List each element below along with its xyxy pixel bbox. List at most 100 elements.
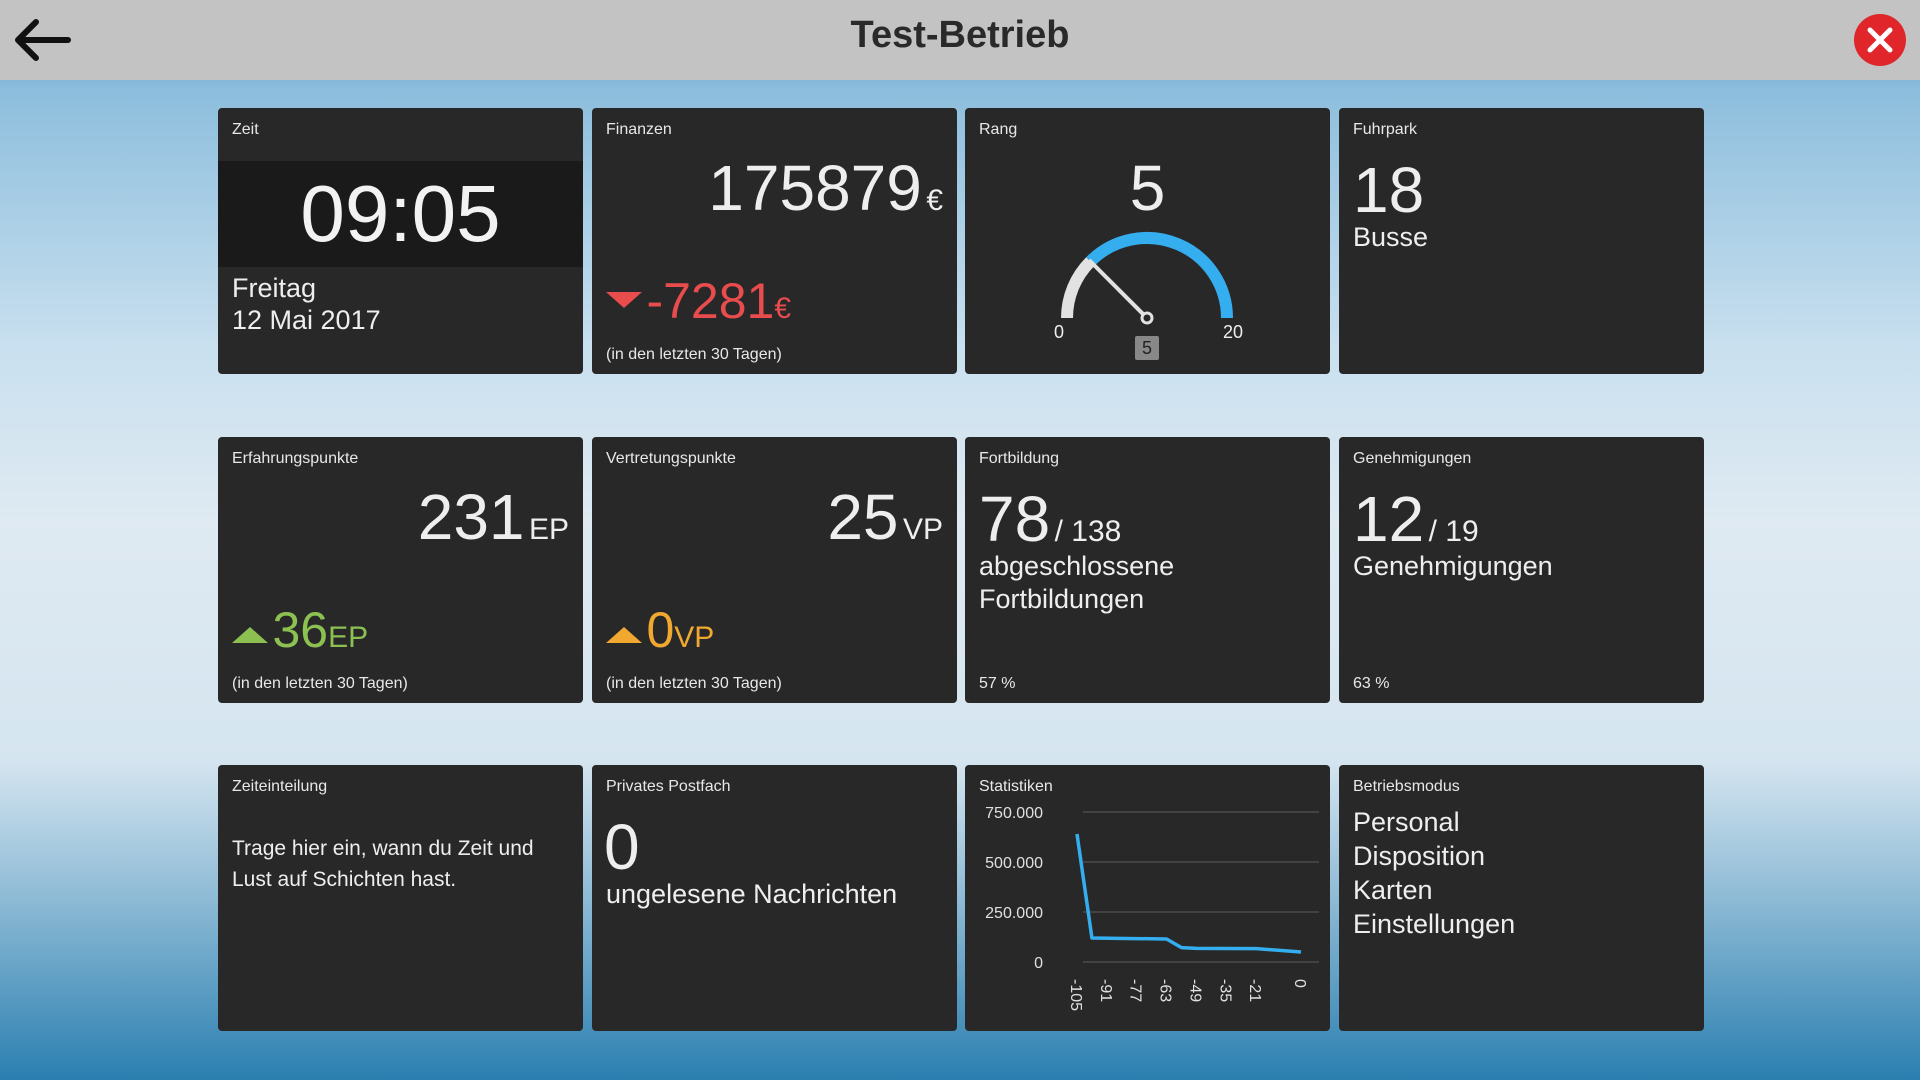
change-unit: € [774,292,792,325]
card-title: Betriebsmodus [1353,778,1460,795]
card-zeiteinteilung[interactable]: Zeiteinteilung Trage hier ein, wann du Z… [218,765,583,1031]
x-tick-label: -77 [1127,979,1144,1002]
triangle-up-icon [232,627,268,643]
schedule-text-2: Lust auf Schichten hast. [232,868,457,891]
back-button[interactable] [10,14,72,66]
balance-unit: € [926,184,943,217]
clock-time: 09:05 [300,169,501,258]
fleet-label: Busse [1353,222,1429,252]
triangle-down-icon [606,292,642,308]
schedule-text-1: Trage hier ein, wann du Zeit und [232,837,534,860]
footnote: (in den letzten 30 Tagen) [606,675,782,692]
mode-disposition[interactable]: Disposition [1353,841,1486,871]
change-value: 0 [646,602,675,658]
gauge-min: 0 [1054,322,1065,342]
page-title: Test-Betrieb [850,14,1070,56]
x-tick-label: -91 [1097,979,1114,1002]
change-unit: EP [328,621,369,654]
card-statistiken[interactable]: Statistiken 0 250.000 500.000 750.000 -105 -9… [965,765,1330,1031]
date: 12 Mai 2017 [232,305,381,335]
card-finanzen[interactable]: Finanzen 175879 € -7281€ (in den letzten… [592,108,957,374]
vp-total: 25 VP [827,485,943,549]
gauge-pivot [1140,311,1154,325]
x-tick-label: -105 [1067,979,1084,1011]
permits-total: / 19 [1428,515,1479,548]
training-label-1: abgeschlossene [979,551,1175,581]
arrow-left-icon [15,19,71,61]
training-percent: 57 % [979,675,1016,692]
xp-total: 231 EP [418,485,569,549]
change-value: -7281 [646,273,775,329]
x-tick-label: 0 [1291,979,1308,988]
permits-count: 12 / 19 [1353,487,1479,551]
card-title: Erfahrungspunkte [232,450,359,467]
training-label-2: Fortbildungen [979,584,1145,614]
card-genehmigungen[interactable]: Genehmigungen 12 / 19 Genehmigungen 63 % [1339,437,1704,703]
change-value: 36 [272,602,329,658]
x-tick-label: -21 [1246,979,1263,1002]
gauge-filled-arc [1061,257,1095,319]
permits-done: 12 [1353,483,1425,555]
card-title: Zeit [232,121,259,138]
balance-value: 175879 [708,152,922,224]
y-tick-label: 750.000 [985,805,1043,822]
card-vertretungspunkte[interactable]: Vertretungspunkte 25 VP 0VP (in den letz… [592,437,957,703]
weekday: Freitag [232,273,317,303]
xp-value: 231 [417,481,525,553]
card-title: Fuhrpark [1353,121,1418,138]
card-zeit[interactable]: Zeit 09:05 Freitag 12 Mai 2017 [218,108,583,374]
close-button[interactable] [1854,14,1906,66]
x-tick-label: -63 [1157,979,1174,1002]
mode-personal[interactable]: Personal [1353,807,1460,837]
footnote: (in den letzten 30 Tagen) [232,675,408,692]
xp-change: 36EP [232,601,368,659]
card-title: Genehmigungen [1353,450,1472,467]
card-title: Finanzen [606,121,672,138]
permits-percent: 63 % [1353,675,1390,692]
vp-value: 25 [827,481,899,553]
mode-einstellungen[interactable]: Einstellungen [1353,909,1516,939]
card-fortbildung[interactable]: Fortbildung 78 / 138 abgeschlossene Fort… [965,437,1330,703]
card-postfach[interactable]: Privates Postfach 0 ungelesene Nachricht… [592,765,957,1031]
gauge-max: 20 [1223,322,1244,342]
rank-gauge [1061,232,1233,325]
change-unit: VP [674,621,715,654]
gauge-value-badge: 5 [1135,336,1159,360]
vp-change: 0VP [606,601,714,659]
card-erfahrungspunkte[interactable]: Erfahrungspunkte 231 EP 36EP (in den let… [218,437,583,703]
card-rang[interactable]: Rang 5 0 20 5 [965,108,1330,374]
gauge-needle [1087,258,1149,320]
card-betriebsmodus[interactable]: Betriebsmodus Personal Disposition Karte… [1339,765,1704,1031]
gauge-remaining-arc [1086,232,1233,319]
y-tick-label: 250.000 [985,905,1043,922]
card-fuhrpark[interactable]: Fuhrpark 18 Busse [1339,108,1704,374]
card-title: Zeiteinteilung [232,778,328,795]
time-band: 09:05 [218,161,583,267]
training-count: 78 / 138 [979,487,1121,551]
close-icon [1867,27,1893,53]
triangle-up-icon [606,627,642,643]
x-tick-label: -49 [1186,979,1203,1002]
training-done: 78 [979,483,1051,555]
card-title: Rang [979,121,1018,138]
unread-count: 0 [604,811,640,883]
y-tick-label: 500.000 [985,855,1043,872]
x-tick-label: -35 [1216,979,1233,1002]
xp-unit: EP [528,513,569,546]
mode-karten[interactable]: Karten [1353,875,1433,905]
unread-label: ungelesene Nachrichten [606,879,898,909]
balance-change: -7281€ [606,272,791,330]
series-line [1075,833,1302,954]
fleet-count: 18 [1353,154,1425,226]
vp-unit: VP [902,513,943,546]
training-total: / 138 [1054,515,1122,548]
card-title: Fortbildung [979,450,1060,467]
header-bar: Test-Betrieb [0,0,1920,80]
statistics-chart: 0 250.000 500.000 750.000 -105 -91 -77 -63 -49 -3… [985,805,1319,1011]
balance: 175879 € [708,156,943,220]
card-title: Vertretungspunkte [606,450,736,467]
permits-label: Genehmigungen [1353,551,1553,581]
card-title: Privates Postfach [606,778,731,795]
card-title: Statistiken [979,778,1053,795]
footnote: (in den letzten 30 Tagen) [606,346,782,363]
